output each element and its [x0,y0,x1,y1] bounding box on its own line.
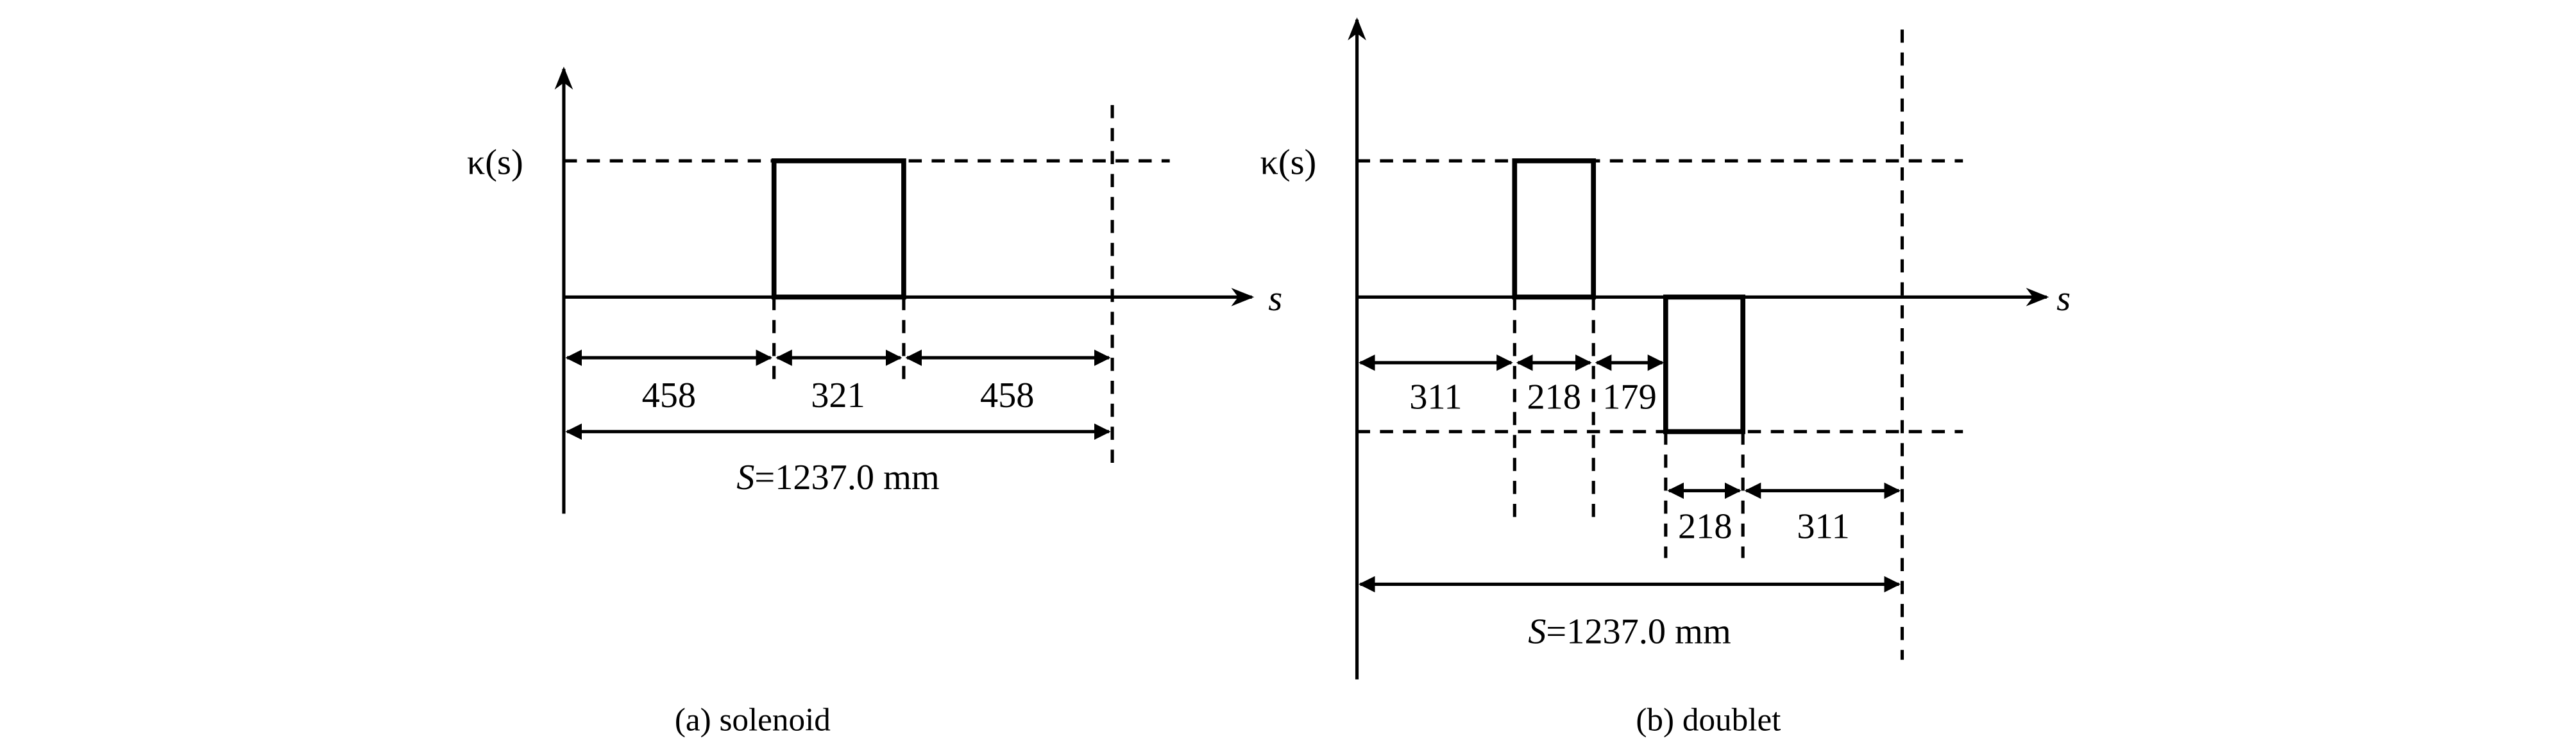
total-length-label: S=1237.0 mm [736,458,939,497]
dimension-label: 321 [811,376,865,415]
dimension-label: 179 [1602,377,1656,417]
dimension-label: 311 [1797,507,1849,547]
total-length-label: S=1237.0 mm [1528,612,1731,652]
x-axis-label: s [1268,279,1282,319]
y-axis-label: κ(s) [1260,142,1316,182]
dimension-label: 458 [980,376,1034,415]
dimension-label: 311 [1409,377,1462,417]
doublet-panel: s κ(s) 311 218 179 218 311 S=1237.0 mm (… [1260,17,2071,738]
panel-caption: (a) solenoid [675,701,831,738]
panel-caption: (b) doublet [1636,701,1781,738]
dimension-label: 218 [1678,507,1732,547]
y-axis-label: κ(s) [467,142,523,182]
dimension-label: 218 [1527,377,1581,417]
solenoid-pulse [771,158,906,300]
negative-pulse [1663,294,1746,435]
positive-pulse [1512,158,1597,300]
dimension-label: 458 [642,376,696,415]
solenoid-panel: s κ(s) 458 321 458 S=1237.0 mm (a) solen… [467,66,1282,738]
x-axis-label: s [2056,279,2071,319]
